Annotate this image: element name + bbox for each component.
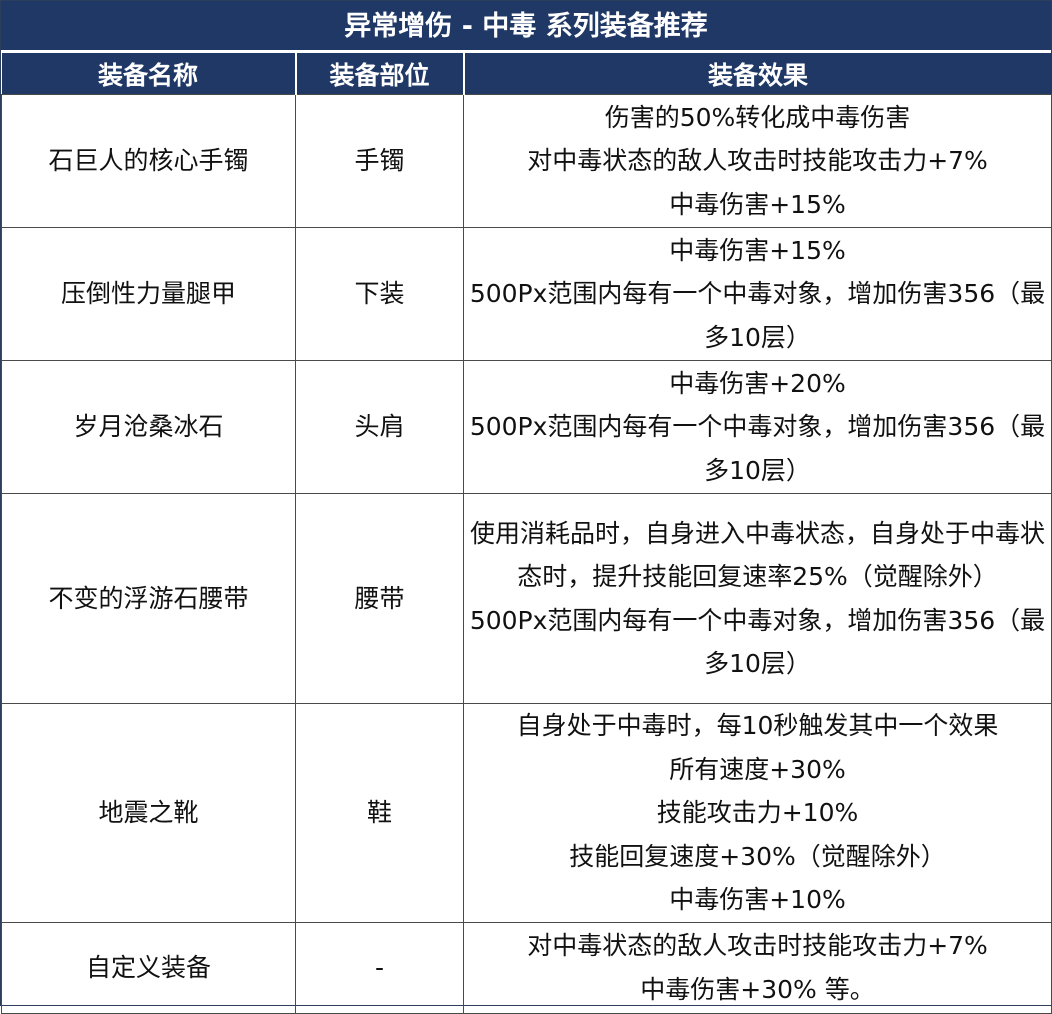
- equipment-name: 岁月沧桑冰石: [1, 360, 296, 494]
- effect-line: 中毒伤害+20%: [669, 368, 846, 398]
- table-title: 异常增伤 - 中毒 系列装备推荐: [1, 1, 1051, 53]
- equipment-name: 地震之靴: [1, 703, 296, 923]
- equipment-name: 自定义装备: [1, 921, 296, 1014]
- table-row: 自定义装备 - 对中毒状态的敌人攻击时技能攻击力+7% 中毒伤害+30% 等。: [1, 921, 1052, 1014]
- equipment-effect: 使用消耗品时，自身进入中毒状态，自身处于中毒状态时，提升技能回复速率25%（觉醒…: [463, 493, 1052, 704]
- equipment-effect: 对中毒状态的敌人攻击时技能攻击力+7% 中毒伤害+30% 等。: [463, 921, 1052, 1014]
- equipment-name: 石巨人的核心手镯: [1, 94, 296, 228]
- equipment-slot: 头肩: [295, 360, 464, 494]
- equipment-slot: 鞋: [295, 703, 464, 923]
- effect-line: 所有速度+30%: [669, 754, 846, 784]
- effect-line: 500Px范围内每有一个中毒对象，增加伤害356（最多10层）: [469, 605, 1046, 679]
- equipment-effect: 伤害的50%转化成中毒伤害 对中毒状态的敌人攻击时技能攻击力+7% 中毒伤害+1…: [463, 94, 1052, 228]
- equipment-slot: 手镯: [295, 94, 464, 228]
- effect-line: 自身处于中毒时，每10秒触发其中一个效果: [516, 711, 999, 740]
- effect-line: 技能攻击力+10%: [656, 798, 859, 827]
- header-name: 装备名称: [1, 53, 297, 95]
- equipment-effect: 中毒伤害+20% 500Px范围内每有一个中毒对象，增加伤害356（最多10层）: [463, 360, 1052, 494]
- effect-line: 伤害的50%转化成中毒伤害: [604, 102, 911, 132]
- table-row: 不变的浮游石腰带 腰带 使用消耗品时，自身进入中毒状态，自身处于中毒状态时，提升…: [1, 493, 1052, 704]
- table-row: 压倒性力量腿甲 下装 中毒伤害+15% 500Px范围内每有一个中毒对象，增加伤…: [1, 227, 1052, 361]
- effect-line: 对中毒状态的敌人攻击时技能攻击力+7%: [527, 146, 988, 176]
- header-row: 装备名称 装备部位 装备效果: [1, 53, 1052, 95]
- table-row: 岁月沧桑冰石 头肩 中毒伤害+20% 500Px范围内每有一个中毒对象，增加伤害…: [1, 360, 1052, 494]
- equipment-slot: 下装: [295, 227, 464, 361]
- effect-line: 使用消耗品时，自身进入中毒状态，自身处于中毒状态时，提升技能回复速率25%（觉醒…: [469, 518, 1045, 592]
- equipment-effect: 自身处于中毒时，每10秒触发其中一个效果 所有速度+30% 技能攻击力+10% …: [463, 703, 1052, 923]
- table-row: 地震之靴 鞋 自身处于中毒时，每10秒触发其中一个效果 所有速度+30% 技能攻…: [1, 703, 1052, 923]
- effect-line: 中毒伤害+15%: [669, 189, 846, 219]
- effect-line: 500Px范围内每有一个中毒对象，增加伤害356（最多10层）: [469, 279, 1046, 352]
- header-slot: 装备部位: [294, 53, 465, 95]
- equipment-table: 装备名称 装备部位 装备效果 石巨人的核心手镯 手镯 伤害的50%转化成中毒伤害…: [1, 53, 1052, 1014]
- effect-line: 中毒伤害+15%: [669, 235, 846, 265]
- equipment-slot: 腰带: [295, 493, 464, 704]
- effect-line: 中毒伤害+10%: [669, 885, 846, 914]
- equipment-effect: 中毒伤害+15% 500Px范围内每有一个中毒对象，增加伤害356（最多10层）: [463, 227, 1052, 361]
- equipment-name: 压倒性力量腿甲: [1, 227, 296, 361]
- equipment-slot: -: [295, 921, 464, 1014]
- equipment-name: 不变的浮游石腰带: [1, 493, 296, 704]
- effect-line: 技能回复速度+30%（觉醒除外）: [569, 841, 946, 871]
- effect-line: 对中毒状态的敌人攻击时技能攻击力+7%: [527, 931, 988, 960]
- header-effect: 装备效果: [462, 53, 1052, 95]
- table-row: 石巨人的核心手镯 手镯 伤害的50%转化成中毒伤害 对中毒状态的敌人攻击时技能攻…: [1, 94, 1052, 228]
- effect-line: 中毒伤害+30% 等。: [640, 974, 875, 1004]
- effect-line: 500Px范围内每有一个中毒对象，增加伤害356（最多10层）: [469, 412, 1046, 485]
